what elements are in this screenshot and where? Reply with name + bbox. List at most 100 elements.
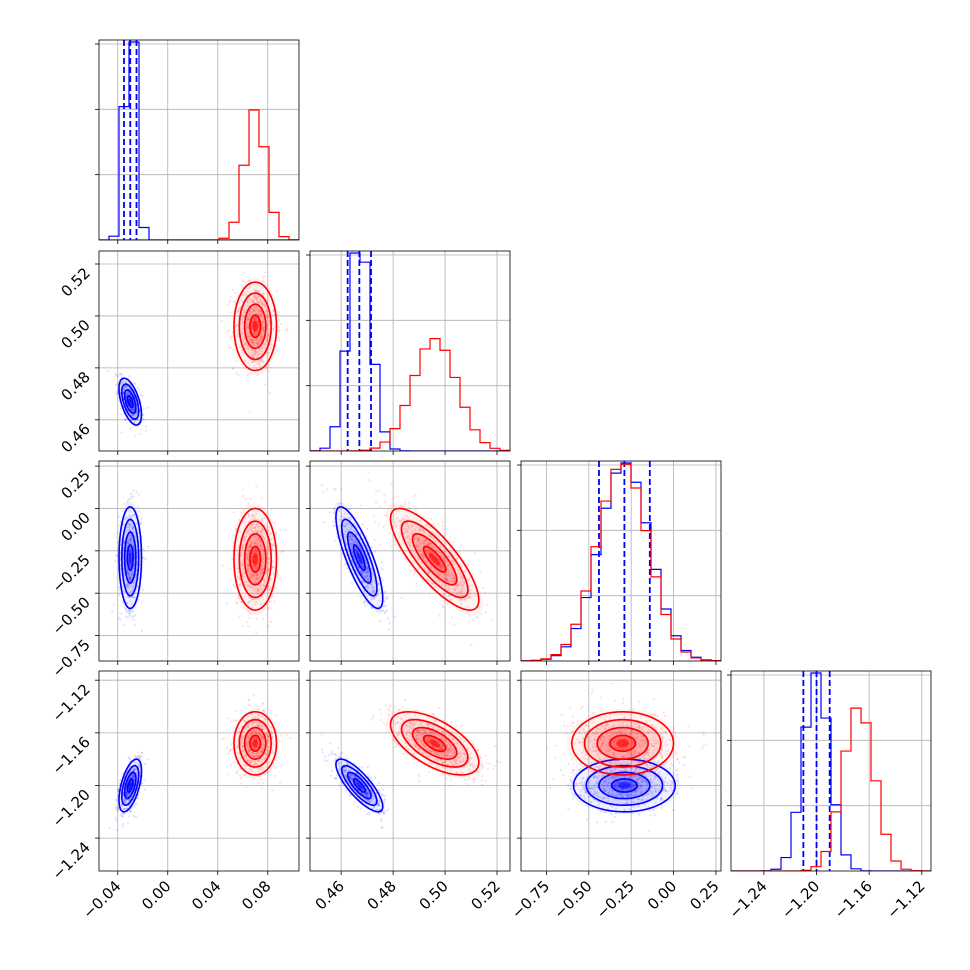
scatter-point xyxy=(273,325,276,328)
scatter-point xyxy=(134,576,137,579)
scatter-point xyxy=(339,755,342,758)
scatter-point xyxy=(350,535,353,538)
scatter-point xyxy=(240,739,243,742)
scatter-point xyxy=(125,394,128,397)
scatter-point xyxy=(263,710,266,713)
scatter-point xyxy=(271,735,275,738)
scatter-point xyxy=(265,772,269,775)
scatter-point xyxy=(249,758,252,762)
scatter-point xyxy=(346,512,349,515)
scatter-point xyxy=(258,313,261,316)
scatter-point xyxy=(267,568,271,571)
scatter-point xyxy=(245,621,249,624)
scatter-point xyxy=(365,575,368,578)
scatter-point xyxy=(115,805,118,808)
scatter-point xyxy=(238,308,241,311)
scatter-point xyxy=(257,360,260,363)
scatter-point xyxy=(236,333,239,336)
scatter-point xyxy=(248,317,252,320)
scatter-point xyxy=(133,769,136,772)
scatter-point xyxy=(266,740,269,743)
scatter-point xyxy=(242,595,245,598)
scatter-point xyxy=(255,298,258,301)
scatter-point xyxy=(370,585,373,588)
scatter-point xyxy=(139,756,142,759)
y-tick-label: −1.12 xyxy=(49,680,94,725)
scatter-point xyxy=(350,526,353,529)
scatter-point xyxy=(257,309,260,312)
scatter-point xyxy=(132,582,135,585)
scatter-point xyxy=(126,572,129,575)
scatter-point xyxy=(128,758,132,761)
scatter-point xyxy=(262,557,265,560)
scatter-point xyxy=(272,328,275,331)
scatter-point xyxy=(258,570,261,573)
scatter-point xyxy=(366,567,369,570)
scatter-point xyxy=(258,724,261,727)
scatter-point xyxy=(380,819,383,823)
scatter-point xyxy=(347,526,350,529)
scatter-point xyxy=(264,757,267,760)
scatter-point xyxy=(266,740,269,743)
scatter-point xyxy=(256,563,259,566)
scatter-point xyxy=(240,564,243,567)
scatter-point xyxy=(115,798,118,801)
scatter-point xyxy=(132,596,135,599)
scatter-point xyxy=(130,780,133,783)
scatter-point xyxy=(256,332,259,335)
scatter-point xyxy=(247,546,250,549)
scatter-point xyxy=(269,725,272,728)
scatter-point xyxy=(251,522,254,526)
scatter-point xyxy=(134,815,138,818)
scatter-point xyxy=(246,719,249,722)
scatter-point xyxy=(253,755,256,758)
scatter-point xyxy=(241,549,244,552)
scatter-point xyxy=(123,574,126,577)
scatter-point xyxy=(261,727,264,730)
scatter-point xyxy=(137,756,141,759)
scatter-point xyxy=(263,773,267,776)
scatter-point xyxy=(384,604,388,607)
scatter-point xyxy=(250,558,254,562)
scatter-point xyxy=(255,631,258,635)
scatter-point xyxy=(397,520,401,523)
scatter-point xyxy=(132,541,135,544)
scatter-point xyxy=(254,573,257,577)
panel-frame xyxy=(309,250,511,452)
scatter-point xyxy=(266,312,269,315)
scatter-point xyxy=(246,608,249,611)
scatter-point xyxy=(125,529,128,532)
scatter-point xyxy=(260,530,263,534)
scatter-point xyxy=(459,580,462,583)
scatter-point xyxy=(248,597,251,600)
scatter-point xyxy=(247,625,250,628)
scatter-point xyxy=(233,584,236,587)
scatter-point xyxy=(408,543,411,546)
scatter-point xyxy=(439,560,442,564)
scatter-point xyxy=(280,550,283,554)
scatter-point xyxy=(249,734,252,737)
scatter-point xyxy=(255,581,258,585)
scatter-point xyxy=(273,521,276,524)
scatter-point xyxy=(255,531,259,534)
scatter-point xyxy=(253,535,256,538)
scatter-point xyxy=(250,606,253,609)
scatter-point xyxy=(272,765,275,768)
scatter-point xyxy=(380,826,383,829)
scatter-point xyxy=(464,598,467,601)
scatter-point xyxy=(130,404,133,407)
scatter-point xyxy=(467,564,470,567)
scatter-point xyxy=(230,337,233,340)
scatter-point xyxy=(262,329,265,332)
y-tick-label: −1.16 xyxy=(49,733,94,778)
scatter-point xyxy=(272,572,276,575)
scatter-point xyxy=(250,760,253,764)
scatter-point xyxy=(258,365,261,368)
scatter-point xyxy=(256,573,259,577)
scatter-point xyxy=(254,587,257,590)
scatter-point xyxy=(255,524,258,527)
scatter-point xyxy=(131,773,134,776)
scatter-point xyxy=(241,725,244,728)
scatter-point xyxy=(258,714,261,717)
scatter-point xyxy=(263,524,267,528)
